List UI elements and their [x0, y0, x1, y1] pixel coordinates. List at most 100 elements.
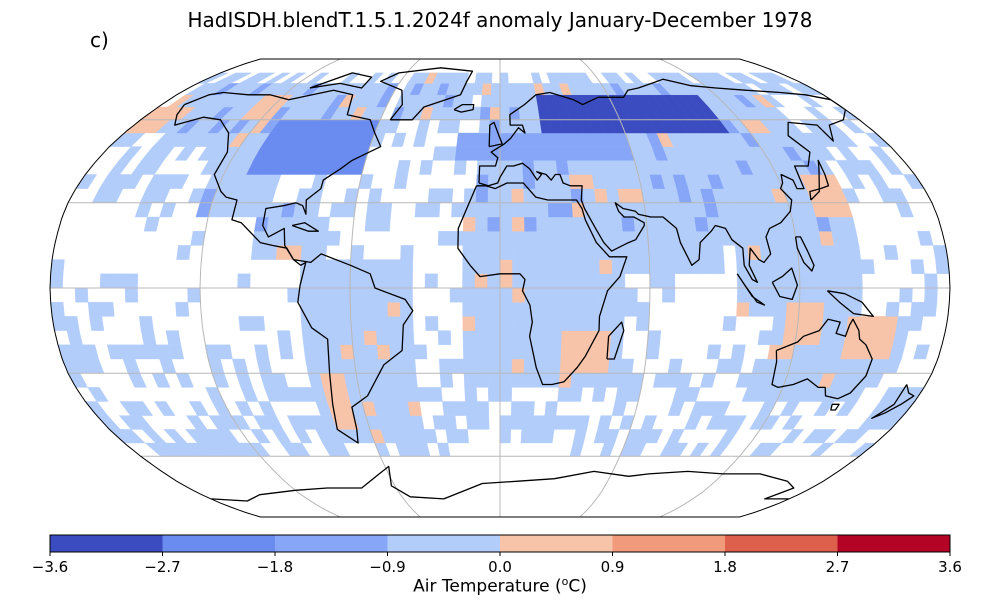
colorbar-swatch: [275, 535, 388, 552]
colorbar-swatch: [500, 535, 613, 552]
grid-cell: [544, 401, 558, 416]
coastline: [826, 290, 874, 318]
colorbar-swatch: [50, 535, 163, 552]
grid-cell: [476, 401, 490, 416]
colorbar-tick-label: −0.9: [369, 558, 405, 576]
coastline: [174, 89, 414, 444]
grid-cell: [860, 259, 875, 274]
coastline: [211, 465, 795, 502]
colorbar-tick-label: 0.9: [601, 558, 625, 576]
coastline: [453, 103, 475, 113]
coastline: [309, 72, 373, 89]
coastline: [794, 236, 815, 272]
grid-cell: [154, 401, 176, 416]
coastline: [606, 321, 625, 360]
grid-cell: [608, 72, 627, 84]
panel-label: c): [90, 28, 109, 52]
grid-cell: [419, 160, 434, 175]
grid-cell: [858, 160, 881, 175]
grid-cell: [263, 72, 292, 84]
colorbar-tick-label: 0.0: [488, 558, 512, 576]
grid-cell: [727, 415, 747, 430]
grid-cell: [163, 429, 188, 444]
grid-cell: [781, 415, 803, 430]
coastline: [478, 78, 847, 283]
grid-cell: [522, 401, 535, 416]
colorbar-title-prefix: Air Temperature (: [413, 576, 562, 597]
grid-cell: [391, 132, 407, 147]
colorbar-tick-label: −1.8: [257, 558, 293, 576]
grid-cell: [885, 302, 900, 317]
grid-cell: [712, 401, 731, 416]
grid-cell: [781, 429, 805, 444]
grid-cell: [437, 330, 452, 345]
colorbar-tick-label: 1.8: [713, 558, 737, 576]
colorbar-swatch: [162, 535, 276, 552]
grid-cell: [87, 387, 109, 402]
grid-cell: [730, 344, 746, 360]
coastline: [771, 267, 799, 301]
grid-cell: [456, 429, 469, 444]
grid-cell: [254, 344, 270, 360]
grid-cell: [82, 344, 99, 360]
grid-cell: [722, 316, 737, 331]
colorbar-title-suffix: C): [568, 576, 587, 597]
grid-cell: [423, 429, 438, 444]
grid-cell: [143, 216, 160, 232]
colorbar-tick-label: −2.7: [144, 558, 180, 576]
grid-cell: [400, 245, 414, 260]
coastline: [457, 182, 628, 386]
coastline: [830, 403, 840, 411]
grid-cell: [577, 72, 593, 84]
grid-cell: [277, 330, 292, 345]
meridian-line: [659, 59, 801, 517]
grid-cell: [250, 316, 266, 331]
chart-title: HadISDH.blendT.1.5.1.2024f anomaly Janua…: [187, 8, 813, 32]
anomaly-grid-cells: [50, 72, 950, 457]
grid-cell: [684, 387, 701, 402]
grid-cell: [217, 344, 233, 360]
grid-cell: [131, 401, 154, 416]
grid-cell: [913, 344, 930, 360]
grid-cell: [575, 415, 590, 430]
coastline: [771, 318, 873, 400]
grid-cell: [883, 245, 899, 260]
grid-cell: [764, 72, 795, 84]
colorbar-tick-label: −3.6: [32, 558, 68, 576]
coastline: [736, 273, 766, 306]
grid-cell: [732, 72, 761, 84]
meridian-line: [199, 59, 341, 517]
grid-cell: [666, 429, 685, 444]
grid-cell: [429, 387, 443, 402]
grid-cell: [118, 146, 143, 161]
grid-cell: [64, 316, 80, 331]
grid-cell: [222, 72, 252, 84]
colorbar-swatch: [612, 535, 726, 552]
coastline: [291, 222, 319, 232]
colorbar-title-sup: o: [561, 575, 569, 588]
grid-cell: [175, 302, 190, 317]
grid-cell: [234, 401, 254, 416]
grid-cell: [305, 72, 330, 84]
grid-cell: [339, 72, 361, 84]
coastline: [380, 67, 474, 121]
grid-cell: [250, 429, 271, 444]
grid-cell: [165, 330, 182, 345]
grid-cell: [188, 401, 210, 416]
colorbar-title: Air Temperature (oC): [0, 575, 1000, 597]
meridian-line: [579, 59, 651, 517]
grid-cell: [706, 344, 722, 360]
coastline: [809, 159, 830, 201]
grid-cell: [257, 401, 277, 416]
grid-cell: [708, 72, 737, 84]
grid-cell: [326, 231, 341, 246]
grid-cell: [247, 72, 276, 84]
grid-cell: [482, 72, 493, 84]
grid-cell: [640, 415, 658, 430]
grid-cell: [759, 94, 786, 108]
grid-cell: [868, 146, 893, 161]
grid-cell: [734, 83, 762, 95]
grid-cell: [315, 216, 330, 232]
